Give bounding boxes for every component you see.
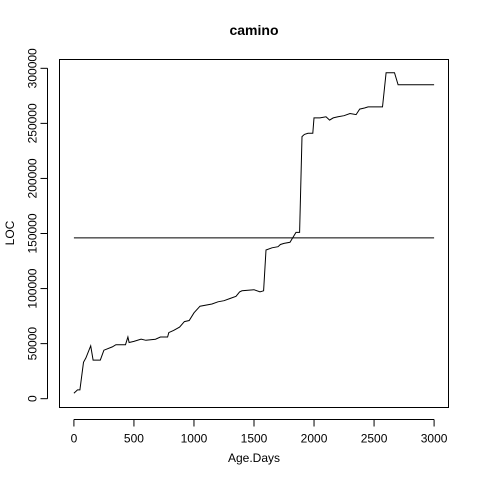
x-tick-label: 2000 — [301, 431, 328, 445]
y-axis: 0 50000 100000 150000 200000 250000 300000 — [26, 48, 48, 402]
x-axis-title: Age.Days — [228, 451, 280, 465]
x-tick-label: 2500 — [361, 431, 388, 445]
y-tick-label: 300000 — [26, 48, 40, 88]
y-axis-title: LOC — [3, 220, 17, 245]
chart-title: camino — [229, 22, 278, 38]
x-tick-label: 1000 — [181, 431, 208, 445]
x-tick-label: 500 — [124, 431, 144, 445]
x-tick-label: 0 — [71, 431, 78, 445]
series-layer — [73, 72, 435, 394]
y-tick-label: 0 — [26, 395, 40, 402]
plot-frame — [59, 59, 449, 408]
y-tick-label: 50000 — [26, 327, 40, 361]
y-tick-label: 100000 — [26, 268, 40, 308]
y-tick-label: 150000 — [26, 213, 40, 253]
x-axis: 0 500 1000 1500 2000 2500 3000 — [71, 419, 448, 445]
x-tick-label: 3000 — [421, 431, 448, 445]
y-tick-label: 250000 — [26, 103, 40, 143]
series-line — [73, 72, 435, 394]
x-tick-label: 1500 — [241, 431, 268, 445]
y-tick-label: 200000 — [26, 158, 40, 198]
